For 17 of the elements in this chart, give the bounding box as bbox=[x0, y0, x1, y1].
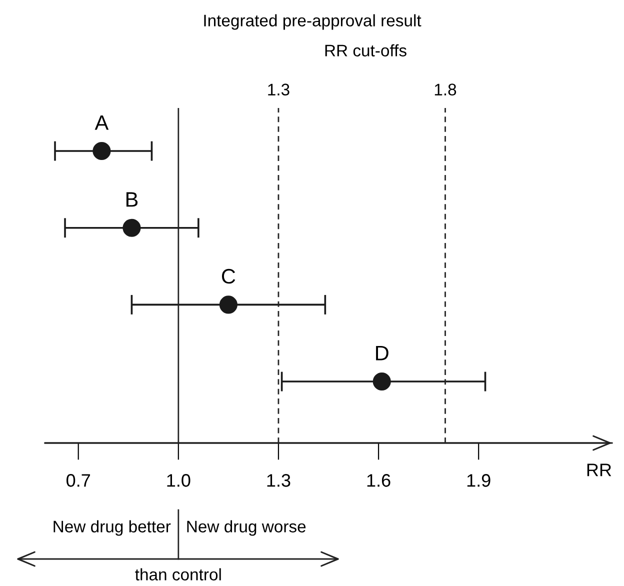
chart-title: Integrated pre-approval result bbox=[204, 14, 422, 30]
x-tick-label: 1.6 bbox=[367, 474, 390, 487]
ref-line-label: 1.8 bbox=[434, 84, 456, 96]
x-tick-label: 0.7 bbox=[66, 474, 90, 487]
x-tick-label: 1.3 bbox=[267, 474, 290, 487]
x-axis-title: RR bbox=[587, 464, 612, 476]
ref-line-label: 1.3 bbox=[268, 84, 290, 96]
annotation: B bbox=[126, 192, 138, 207]
annotation: A bbox=[94, 115, 109, 130]
text: New drug better bbox=[54, 520, 171, 536]
x-tick-label: 1.0 bbox=[167, 474, 190, 487]
annotation: C bbox=[222, 268, 236, 284]
annotation: D bbox=[376, 346, 388, 360]
text: New drug worse bbox=[187, 520, 306, 536]
text: than control bbox=[135, 568, 221, 580]
x-tick-label: 1.9 bbox=[467, 474, 490, 487]
chart-subtitle: RR cut-offs bbox=[325, 44, 406, 56]
